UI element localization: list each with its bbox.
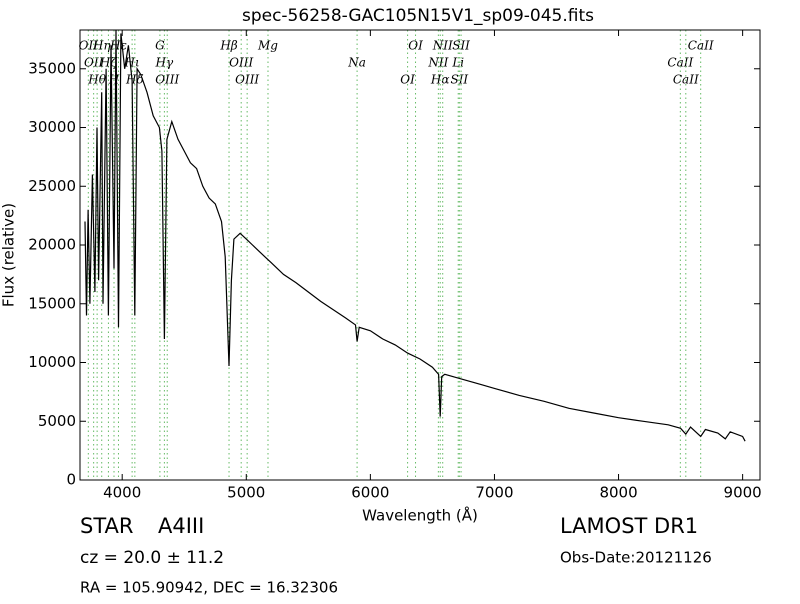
spectral-line-label: OI: [408, 39, 423, 53]
obs-date: Obs-Date:20121126: [560, 549, 712, 567]
subclass: A4III: [158, 514, 204, 538]
y-axis-label: Flux (relative): [0, 203, 18, 307]
redshift: cz = 20.0 ± 11.2: [80, 548, 224, 568]
y-tick-label: 35000: [28, 59, 76, 77]
y-tick-label: 25000: [28, 177, 76, 195]
spectral-line-label: Hθ: [87, 73, 106, 87]
spectral-line-label: Hη: [92, 39, 111, 53]
spectral-line-label: Hβ: [219, 39, 237, 53]
y-tick-label: 5000: [38, 412, 76, 430]
spectral-line-label: Na: [347, 56, 366, 70]
survey: LAMOST DR1: [560, 514, 698, 538]
spectral-line-label: CaII: [667, 56, 693, 70]
spectral-line-label: OIII: [155, 73, 179, 87]
spectral-line-label: Hδ: [125, 73, 144, 87]
spectrum-line: [84, 29, 746, 442]
spectral-line-label: SII: [450, 73, 468, 87]
spectral-line-label: OII: [84, 56, 104, 70]
x-tick-label: 4000: [103, 484, 141, 502]
spectral-line-label: Hγ: [155, 56, 174, 70]
spectral-line-label: NII: [427, 56, 448, 70]
y-tick-label: 15000: [28, 294, 76, 312]
object-class: STAR: [80, 514, 133, 538]
y-tick-label: 30000: [28, 118, 76, 136]
spectral-line-label: NII: [432, 39, 453, 53]
spectral-line-label: OIII: [235, 73, 259, 87]
spectral-line-label: CaII: [673, 73, 699, 87]
spectral-line-label: Hε: [109, 39, 127, 53]
spectral-line-label: CaII: [688, 39, 714, 53]
x-tick-label: 7000: [475, 484, 513, 502]
y-tick-label: 0: [66, 471, 76, 489]
coordinates: RA = 105.90942, DEC = 16.32306: [80, 579, 338, 597]
chart-title: spec-56258-GAC105N15V1_sp09-045.fits: [242, 6, 594, 26]
spectral-line-label: G: [155, 39, 165, 53]
spectral-line-label: Mg: [257, 39, 278, 53]
spectral-line-label: Hι: [124, 56, 140, 70]
x-tick-label: 5000: [227, 484, 265, 502]
plot-frame: [79, 29, 761, 481]
spectral-line-label: OIII: [229, 56, 253, 70]
x-tick-label: 6000: [351, 484, 389, 502]
x-tick-label: 8000: [599, 484, 637, 502]
y-tick-label: 10000: [28, 353, 76, 371]
y-tick-label: 20000: [28, 236, 76, 254]
x-tick-label: 9000: [724, 484, 762, 502]
spectral-line-label: Hα: [430, 73, 450, 87]
x-axis-label: Wavelength (Å): [362, 506, 478, 525]
spectral-line-label: SII: [452, 39, 470, 53]
spectral-line-label: OI: [400, 73, 415, 87]
spectral-line-label: H: [108, 73, 120, 87]
spectral-line-label: Li: [451, 56, 464, 70]
